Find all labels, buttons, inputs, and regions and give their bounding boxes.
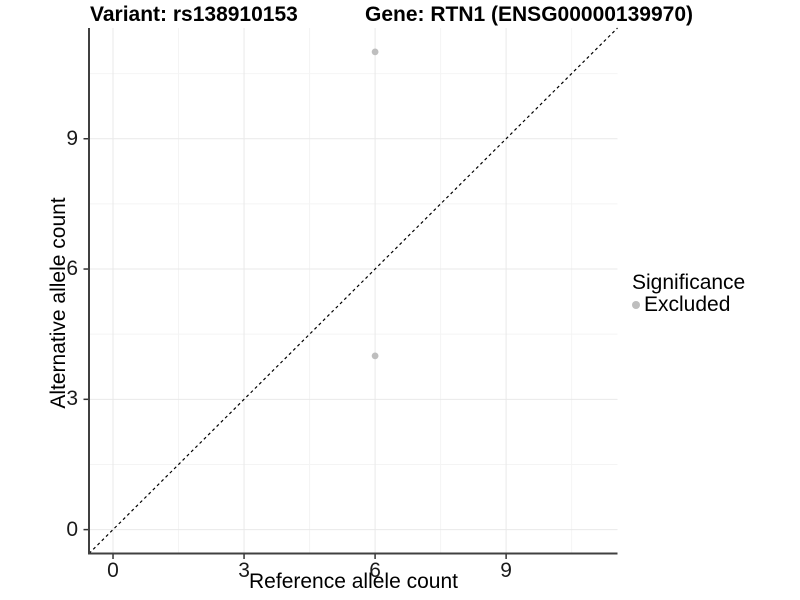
plot-title-gene: Gene: RTN1 (ENSG00000139970): [365, 3, 693, 26]
legend: Significance Excluded: [632, 271, 745, 317]
y-axis-title: Alternative allele count: [47, 197, 70, 409]
data-point: [371, 48, 379, 56]
legend-entry-excluded: Excluded: [632, 293, 745, 317]
x-tick-label: 9: [500, 559, 512, 582]
legend-title: Significance: [632, 271, 746, 294]
identity-dashed-line: [88, 27, 618, 554]
legend-entry-label: Excluded: [644, 293, 731, 316]
x-tick-label: 0: [107, 559, 119, 582]
y-tick-label: 3: [66, 387, 78, 411]
data-point: [371, 352, 379, 360]
y-tick-label: 0: [66, 517, 78, 541]
x-tick-label: 3: [238, 559, 250, 582]
y-tick-label: 9: [66, 126, 78, 150]
x-tick-label: 6: [369, 559, 381, 582]
legend-point-icon: [632, 301, 640, 309]
y-tick-label: 6: [66, 257, 78, 281]
x-axis-title: Reference allele count: [249, 570, 458, 593]
plot-title-variant: Variant: rs138910153: [90, 3, 298, 26]
